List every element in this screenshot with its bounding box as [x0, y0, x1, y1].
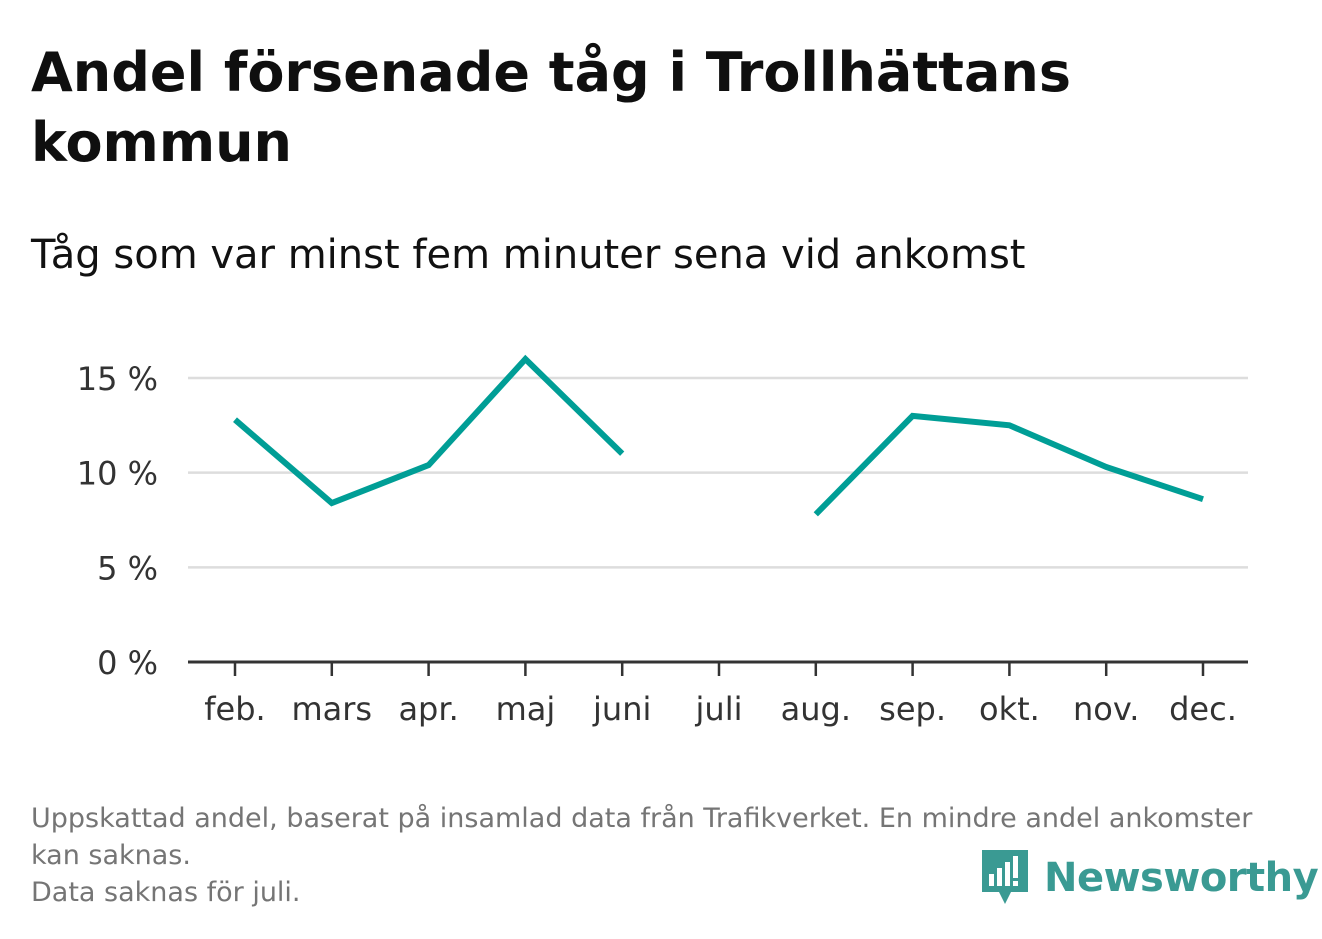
x-tick-label: nov. — [1073, 690, 1139, 728]
x-tick-label: juni — [592, 690, 651, 728]
x-tick-label: apr. — [398, 690, 458, 728]
brand-name: Newsworthy — [1044, 855, 1319, 901]
y-tick-label: 10 % — [77, 455, 158, 493]
x-tick-label: maj — [496, 690, 556, 728]
x-tick-label: juli — [695, 690, 743, 728]
footer-note: Uppskattad andel, baserat på insamlad da… — [31, 800, 1281, 911]
footer-line-missing: Data saknas för juli. — [31, 877, 301, 908]
series-line — [233, 354, 625, 507]
brand-logo: Newsworthy — [980, 848, 1319, 908]
x-tick-label: okt. — [979, 690, 1040, 728]
x-tick-label: feb. — [204, 690, 265, 728]
series-line — [813, 412, 1204, 517]
footer-line-source: Uppskattad andel, baserat på insamlad da… — [31, 803, 1253, 871]
y-tick-label: 0 % — [97, 644, 158, 682]
newsworthy-logo-icon — [982, 850, 1028, 904]
y-tick-label: 15 % — [77, 360, 158, 398]
y-tick-label: 5 % — [97, 549, 158, 587]
x-tick-label: dec. — [1169, 690, 1237, 728]
x-tick-label: mars — [291, 690, 372, 728]
x-tick-label: aug. — [781, 690, 851, 728]
chart-title: Andel försenade tåg i Trollhättans kommu… — [31, 41, 1071, 174]
chart-subtitle: Tåg som var minst fem minuter sena vid a… — [31, 232, 1026, 278]
x-tick-label: sep. — [879, 690, 946, 728]
line-chart: 0 % 5 % 10 % 15 % feb. mars apr. maj juni juli aug… — [77, 354, 1248, 728]
